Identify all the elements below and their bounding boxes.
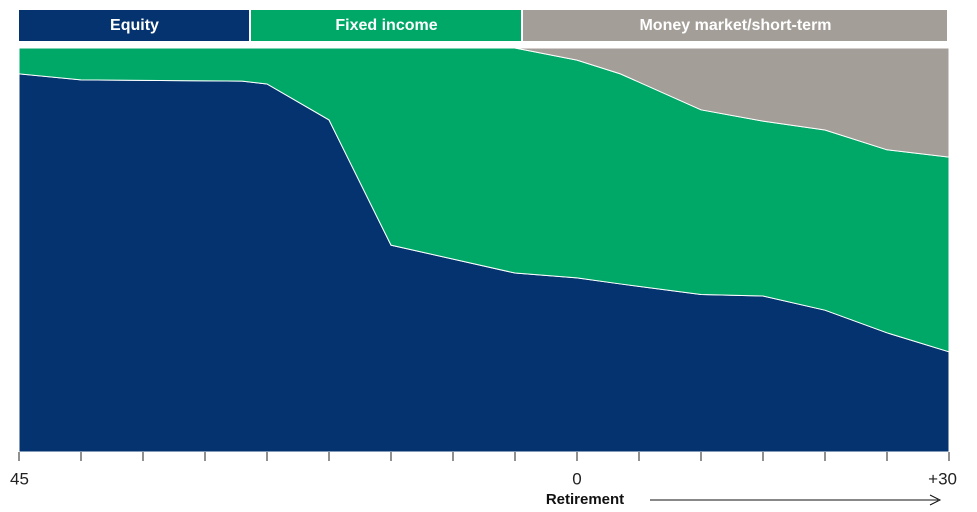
- areas: [18, 47, 950, 453]
- x-tick-label: 0: [572, 469, 581, 488]
- legend-label: Money market/short-term: [639, 17, 831, 34]
- legend-label: Equity: [110, 17, 159, 34]
- x-axis-label: Retirement: [546, 491, 624, 508]
- x-tick-label: +30: [928, 469, 957, 488]
- legend-swatch: [523, 10, 947, 41]
- x-axis: 45 0 +30: [10, 452, 957, 488]
- legend-label: Fixed income: [335, 17, 437, 34]
- legend-swatch: [19, 10, 249, 41]
- area: [19, 47, 950, 158]
- legend-swatch: [251, 10, 521, 41]
- arrow-head: [929, 494, 942, 506]
- legend: Equity Fixed income Money market/short-ter…: [19, 10, 947, 41]
- x-tick-label: 45: [10, 469, 29, 488]
